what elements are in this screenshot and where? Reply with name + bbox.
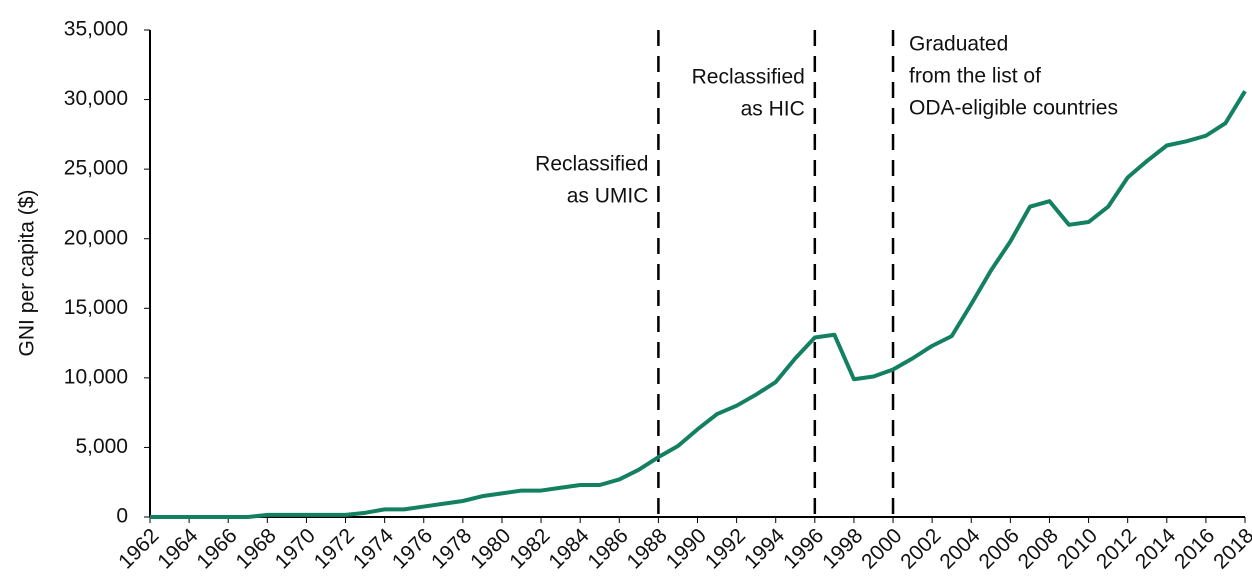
x-tick-label: 1978 xyxy=(427,524,476,573)
x-tick-label: 1968 xyxy=(231,524,280,573)
annotation-text: Graduated xyxy=(909,33,1008,56)
annotation-text: as HIC xyxy=(741,98,805,121)
annotation-text: ODA-eligible countries xyxy=(909,97,1118,120)
x-tick-label: 2016 xyxy=(1170,524,1219,573)
x-tick-label: 1980 xyxy=(466,524,515,573)
x-tick-label: 2012 xyxy=(1092,524,1141,573)
x-tick-label: 1982 xyxy=(505,524,554,573)
y-tick-label: 35,000 xyxy=(64,18,128,41)
y-axis-label: GNI per capita ($) xyxy=(16,190,39,357)
y-tick-label: 25,000 xyxy=(64,157,128,180)
y-tick-label: 0 xyxy=(116,505,128,528)
x-tick-label: 1976 xyxy=(388,524,437,573)
x-tick-label: 1970 xyxy=(271,524,320,573)
y-tick-label: 10,000 xyxy=(64,365,128,388)
annotation-text: Reclassified xyxy=(535,153,648,176)
x-tick-label: 1962 xyxy=(114,524,163,573)
x-tick-label: 1972 xyxy=(310,524,359,573)
x-tick-label: 2010 xyxy=(1053,524,1102,573)
x-tick-label: 1988 xyxy=(623,524,672,573)
x-tick-label: 2018 xyxy=(1209,524,1252,573)
x-tick-label: 1986 xyxy=(583,524,632,573)
y-tick-label: 20,000 xyxy=(64,226,128,249)
x-tick-label: 1996 xyxy=(779,524,828,573)
x-tick-label: 1974 xyxy=(349,524,399,574)
annotation-text: as UMIC xyxy=(567,185,649,208)
x-tick-label: 2000 xyxy=(857,524,906,573)
x-tick-label: 2008 xyxy=(1014,524,1063,573)
x-tick-label: 1994 xyxy=(740,524,790,574)
y-tick-label: 30,000 xyxy=(64,87,128,110)
y-tick-label: 15,000 xyxy=(64,296,128,319)
x-tick-label: 2014 xyxy=(1131,524,1181,574)
x-tick-label: 1992 xyxy=(701,524,750,573)
x-tick-label: 1964 xyxy=(153,524,203,574)
x-tick-label: 1990 xyxy=(662,524,711,573)
x-tick-label: 2004 xyxy=(935,524,985,574)
x-tick-label: 1984 xyxy=(544,524,594,574)
data-line xyxy=(150,90,1247,519)
annotation-text: Reclassified xyxy=(692,66,805,89)
x-tick-label: 1998 xyxy=(818,524,867,573)
x-tick-label: 2006 xyxy=(975,524,1024,573)
annotation-text: from the list of xyxy=(909,65,1041,88)
x-tick-label: 1966 xyxy=(192,524,241,573)
x-tick-label: 2002 xyxy=(896,524,945,573)
y-tick-label: 5,000 xyxy=(75,435,128,458)
